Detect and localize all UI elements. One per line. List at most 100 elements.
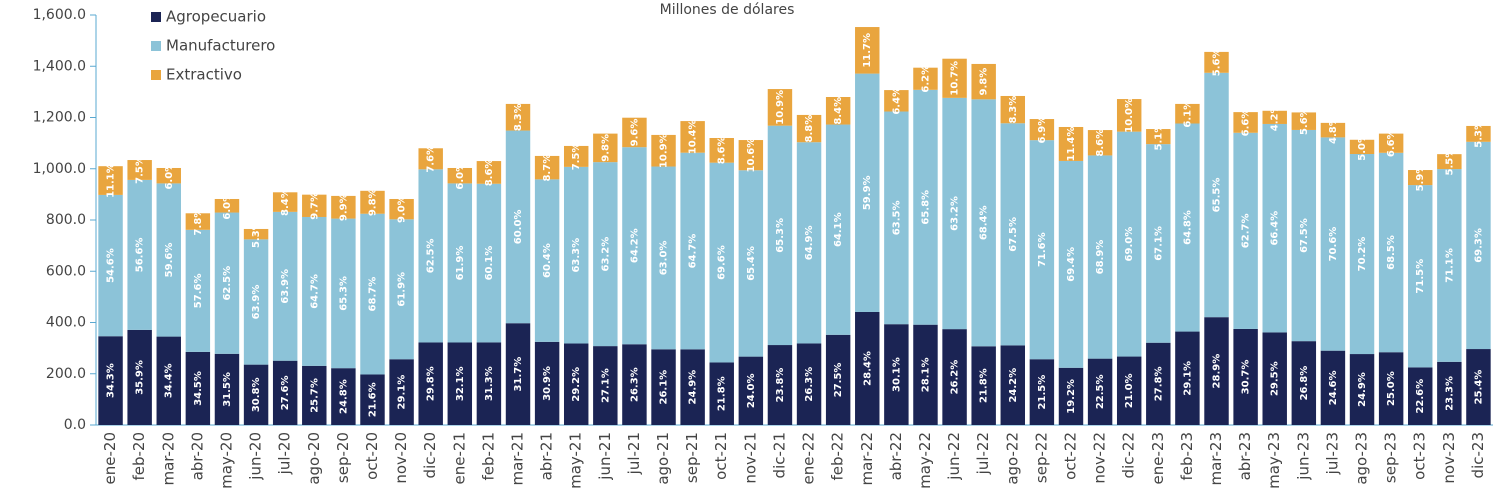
data-label: 11.1% — [106, 163, 117, 198]
bar-segment — [913, 89, 938, 325]
bar-segment — [127, 160, 152, 180]
bar-segment — [1058, 367, 1084, 425]
data-label: 29.1% — [1182, 361, 1193, 396]
bar-segment — [1029, 140, 1055, 360]
bar-segment — [185, 351, 211, 425]
data-label: 6.2% — [920, 65, 931, 93]
bar-segment — [1408, 170, 1433, 186]
bar-segment — [476, 342, 502, 425]
data-label: 27.5% — [833, 363, 844, 398]
bar-segment — [1408, 185, 1433, 368]
bar-segment — [1378, 133, 1404, 153]
bar-segment — [1349, 354, 1375, 425]
bar-segment — [1378, 152, 1404, 353]
data-label: 65.3% — [338, 276, 349, 311]
bar-segment — [389, 219, 414, 360]
bar-segment — [1233, 328, 1258, 425]
bar-segment — [622, 344, 647, 425]
data-label: 29.1% — [397, 375, 408, 410]
bar-segment — [1262, 332, 1287, 425]
data-label: 61.9% — [397, 272, 408, 307]
data-label: 27.1% — [600, 368, 611, 403]
data-label: 59.6% — [164, 243, 175, 278]
data-label: 5.0% — [1357, 133, 1368, 161]
data-label: 64.9% — [804, 225, 815, 260]
bar-segment — [971, 99, 996, 347]
data-label: 68.7% — [367, 277, 378, 312]
x-tick-label: abr-23 — [1236, 432, 1254, 480]
data-label: 26.3% — [629, 367, 640, 402]
x-tick-label: feb-22 — [829, 432, 847, 481]
data-label: 60.1% — [484, 246, 495, 281]
bar-segment — [680, 121, 705, 153]
y-tick-label: 1,600.0 — [33, 7, 86, 23]
data-label: 9.8% — [600, 134, 611, 162]
data-label: 68.9% — [1095, 240, 1106, 275]
data-label: 8.4% — [280, 188, 291, 216]
x-tick-label: jul-23 — [1323, 432, 1341, 475]
data-label: 32.1% — [455, 366, 466, 401]
bar-segment — [331, 368, 356, 425]
y-tick-label: 400.0 — [46, 315, 86, 331]
bar-segment — [1466, 125, 1491, 142]
bar-segment — [913, 67, 938, 90]
bar-segment — [447, 183, 473, 343]
bar-segment — [971, 63, 996, 100]
data-label: 62.5% — [426, 239, 437, 274]
data-label: 5.5% — [1444, 148, 1455, 176]
bar-segment — [243, 239, 269, 365]
data-label: 61.9% — [455, 246, 466, 281]
bar-segment — [680, 152, 705, 350]
data-label: 5.6% — [1299, 107, 1310, 135]
data-label: 27.6% — [280, 376, 291, 411]
x-tick-label: feb-20 — [130, 432, 148, 481]
x-tick-label: sep-22 — [1032, 432, 1050, 483]
bar-segment — [1000, 345, 1026, 425]
bar-segment — [418, 148, 443, 170]
bar-segment — [1116, 131, 1142, 357]
data-label: 8.4% — [833, 97, 844, 125]
x-tick-label: oct-20 — [363, 432, 381, 480]
x-tick-label: jun-22 — [945, 432, 963, 481]
bar-segment — [243, 364, 269, 425]
bar-segment — [1408, 367, 1433, 425]
bar-segment — [302, 365, 327, 425]
chart-subtitle: Millones de dólares — [660, 2, 795, 18]
bar-segment — [563, 166, 589, 344]
data-label: 30.7% — [1241, 360, 1252, 395]
bar-segment — [389, 198, 414, 220]
bar-segment — [447, 167, 473, 184]
bar-segment — [651, 134, 676, 167]
bar-segment — [1058, 126, 1084, 161]
bar-segment — [1204, 51, 1229, 73]
bar-segment — [1320, 137, 1346, 351]
data-label: 28.4% — [862, 351, 873, 386]
bar-segment — [1349, 139, 1375, 155]
x-tick-label: feb-21 — [479, 432, 497, 481]
x-tick-label: ago-20 — [305, 432, 323, 485]
data-label: 10.0% — [1124, 98, 1135, 133]
data-label: 31.3% — [484, 366, 495, 401]
data-label: 11.7% — [862, 33, 873, 68]
data-label: 56.6% — [135, 238, 146, 273]
y-tick-label: 1,000.0 — [33, 161, 86, 177]
data-label: 29.8% — [426, 366, 437, 401]
x-tick-label: jul-20 — [276, 432, 294, 475]
bar-segment — [185, 229, 211, 352]
data-label: 5.9% — [1415, 164, 1426, 192]
bar-segment — [651, 349, 676, 425]
data-label: 30.1% — [891, 357, 902, 392]
bar-segment — [593, 346, 618, 425]
legend-label: Extractivo — [166, 66, 242, 84]
bar-segment — [127, 179, 152, 330]
data-label: 68.5% — [1386, 235, 1397, 270]
data-label: 31.5% — [222, 372, 233, 407]
bar-segment — [1466, 141, 1491, 350]
data-label: 34.3% — [106, 363, 117, 398]
bar-segment — [156, 167, 181, 184]
x-tick-label: nov-22 — [1091, 432, 1109, 484]
x-tick-label: mar-23 — [1207, 432, 1225, 486]
data-label: 71.1% — [1444, 248, 1455, 283]
bar-segment — [1029, 359, 1055, 425]
x-tick-label: dic-21 — [770, 432, 788, 478]
